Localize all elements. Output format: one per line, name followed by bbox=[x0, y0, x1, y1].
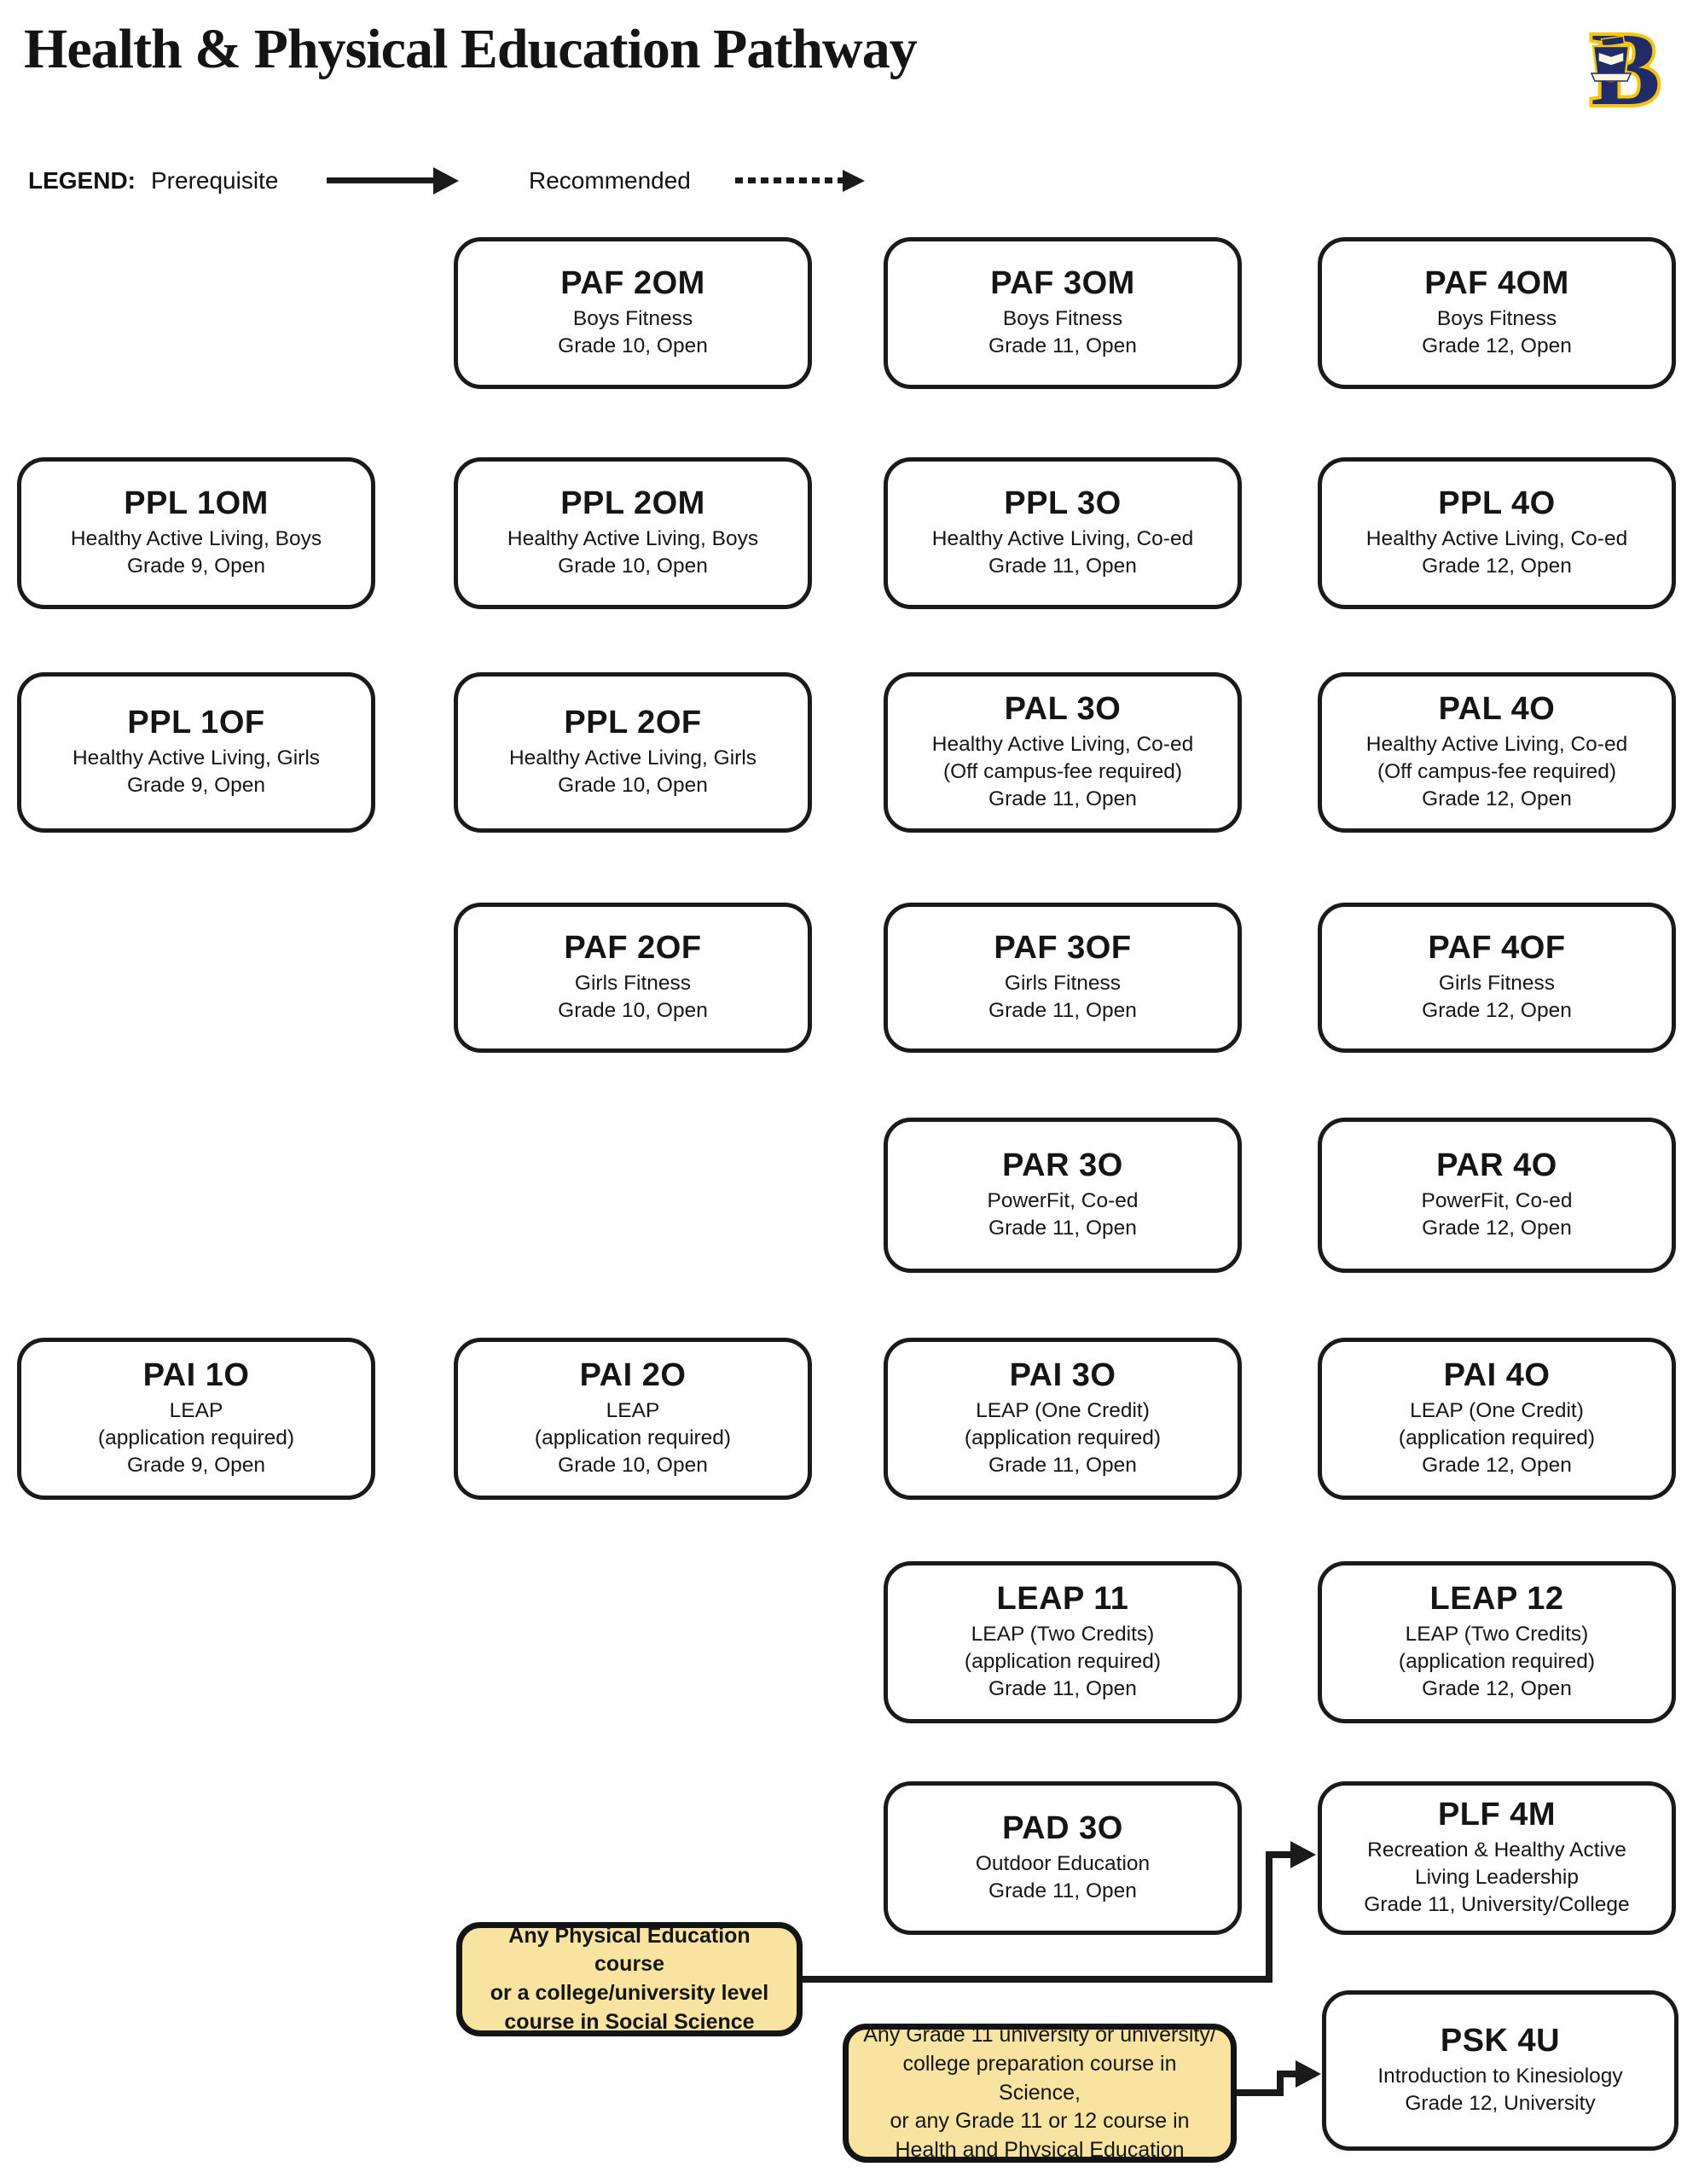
course-code: LEAP 12 bbox=[1429, 1581, 1564, 1618]
course-code: PAD 3O bbox=[1002, 1810, 1123, 1847]
course-box-paf-2of: PAF 2OF Girls Fitness Grade 10, Open bbox=[454, 903, 812, 1053]
course-desc: Girls Fitness Grade 12, Open bbox=[1422, 971, 1572, 1023]
course-box-pai-1o: PAI 1O LEAP (application required) Grade… bbox=[17, 1338, 375, 1500]
course-box-ppl-3o: PPL 3O Healthy Active Living, Co-ed Grad… bbox=[884, 457, 1242, 609]
legend-recommended-label: Recommended bbox=[529, 167, 691, 194]
page-title: Health & Physical Education Pathway bbox=[24, 18, 918, 80]
course-desc: Healthy Active Living, Boys Grade 10, Op… bbox=[507, 526, 759, 578]
course-desc: LEAP (Two Credits) (application required… bbox=[964, 1622, 1162, 1701]
course-code: PAF 3OF bbox=[994, 930, 1132, 967]
course-desc: Healthy Active Living, Co-ed (Off campus… bbox=[1365, 732, 1628, 811]
course-desc: Recreation & Healthy Active Living Leade… bbox=[1364, 1838, 1630, 1917]
course-box-ppl-2om: PPL 2OM Healthy Active Living, Boys Grad… bbox=[454, 457, 812, 609]
course-box-psk-4u: PSK 4U Introduction to Kinesiology Grade… bbox=[1322, 1990, 1678, 2151]
course-code: PPL 2OM bbox=[560, 485, 705, 522]
course-desc: LEAP (application required) Grade 10, Op… bbox=[534, 1398, 732, 1478]
course-box-ppl-1om: PPL 1OM Healthy Active Living, Boys Grad… bbox=[17, 457, 375, 609]
logo-crest bbox=[1590, 35, 1632, 83]
course-desc: Boys Fitness Grade 12, Open bbox=[1422, 306, 1572, 358]
course-desc: Healthy Active Living, Co-ed Grade 12, O… bbox=[1365, 526, 1628, 578]
course-code: PPL 2OF bbox=[564, 705, 702, 741]
course-code: PAF 2OM bbox=[560, 265, 705, 302]
course-code: PAF 4OM bbox=[1424, 265, 1569, 302]
course-box-pai-3o: PAI 3O LEAP (One Credit) (application re… bbox=[884, 1338, 1242, 1500]
course-desc: Healthy Active Living, Boys Grade 9, Ope… bbox=[70, 526, 322, 578]
course-code: PAI 4O bbox=[1443, 1357, 1551, 1394]
course-desc: LEAP (Two Credits) (application required… bbox=[1398, 1622, 1596, 1701]
school-logo-icon: B bbox=[1587, 12, 1663, 125]
course-box-leap-11: LEAP 11 LEAP (Two Credits) (application … bbox=[884, 1561, 1242, 1723]
school-logo: B bbox=[1576, 12, 1672, 125]
prerequisite-arrowhead-icon bbox=[433, 167, 459, 195]
course-code: PAF 2OF bbox=[564, 930, 702, 967]
course-code: PPL 4O bbox=[1438, 485, 1556, 522]
course-box-par-4o: PAR 4O PowerFit, Co-ed Grade 12, Open bbox=[1318, 1118, 1676, 1273]
plf-arrowhead-icon bbox=[1290, 1841, 1316, 1868]
course-box-plf-4m: PLF 4M Recreation & Healthy Active Livin… bbox=[1318, 1781, 1676, 1935]
psk-connector-bottom-line bbox=[1237, 2089, 1284, 2096]
course-box-pal-4o: PAL 4O Healthy Active Living, Co-ed (Off… bbox=[1318, 672, 1676, 833]
course-desc: LEAP (One Credit) (application required)… bbox=[964, 1398, 1162, 1478]
course-desc: LEAP (application required) Grade 9, Ope… bbox=[97, 1398, 295, 1478]
course-code: PAL 4O bbox=[1438, 691, 1556, 728]
course-code: PAL 3O bbox=[1004, 691, 1122, 728]
recommended-dotted-line bbox=[735, 177, 843, 183]
course-desc: PowerFit, Co-ed Grade 11, Open bbox=[987, 1188, 1139, 1240]
course-code: PAR 4O bbox=[1436, 1147, 1557, 1184]
course-box-leap-12: LEAP 12 LEAP (Two Credits) (application … bbox=[1318, 1561, 1676, 1723]
course-code: PAI 2O bbox=[579, 1357, 687, 1394]
course-code: PPL 1OF bbox=[127, 705, 265, 741]
course-box-par-3o: PAR 3O PowerFit, Co-ed Grade 11, Open bbox=[884, 1118, 1242, 1273]
psk-arrowhead-icon bbox=[1296, 2060, 1321, 2088]
course-box-pal-3o: PAL 3O Healthy Active Living, Co-ed (Off… bbox=[884, 672, 1242, 833]
course-desc: Girls Fitness Grade 11, Open bbox=[988, 971, 1137, 1023]
note-any-grade11-science-course: Any Grade 11 university or university/ c… bbox=[843, 2023, 1237, 2163]
course-desc: Boys Fitness Grade 11, Open bbox=[988, 306, 1137, 358]
course-box-paf-4of: PAF 4OF Girls Fitness Grade 12, Open bbox=[1318, 903, 1676, 1053]
course-box-pai-4o: PAI 4O LEAP (One Credit) (application re… bbox=[1318, 1338, 1676, 1500]
course-box-ppl-4o: PPL 4O Healthy Active Living, Co-ed Grad… bbox=[1318, 457, 1676, 609]
prerequisite-arrow-line bbox=[327, 177, 436, 183]
course-desc: Girls Fitness Grade 10, Open bbox=[558, 971, 708, 1023]
course-desc: Outdoor Education Grade 11, Open bbox=[975, 1851, 1151, 1903]
course-desc: PowerFit, Co-ed Grade 12, Open bbox=[1421, 1188, 1573, 1240]
legend-prerequisite-label: Prerequisite bbox=[151, 167, 279, 194]
course-desc: Healthy Active Living, Co-ed Grade 11, O… bbox=[931, 526, 1194, 578]
course-box-ppl-2of: PPL 2OF Healthy Active Living, Girls Gra… bbox=[454, 672, 812, 833]
note-any-phys-ed-course: Any Physical Education course or a colle… bbox=[456, 1922, 803, 2036]
course-box-paf-3of: PAF 3OF Girls Fitness Grade 11, Open bbox=[884, 903, 1242, 1053]
course-code: PAR 3O bbox=[1002, 1147, 1123, 1184]
course-box-ppl-1of: PPL 1OF Healthy Active Living, Girls Gra… bbox=[17, 672, 375, 833]
psk-connector-vertical-line bbox=[1277, 2071, 1284, 2096]
course-code: PAI 3O bbox=[1009, 1357, 1116, 1394]
course-box-paf-4om: PAF 4OM Boys Fitness Grade 12, Open bbox=[1318, 237, 1676, 389]
plf-connector-top-line bbox=[1266, 1851, 1293, 1858]
course-box-paf-3om: PAF 3OM Boys Fitness Grade 11, Open bbox=[884, 237, 1242, 389]
psk-connector-top-line bbox=[1277, 2071, 1298, 2077]
course-desc: Healthy Active Living, Girls Grade 10, O… bbox=[508, 746, 757, 798]
course-code: LEAP 11 bbox=[996, 1581, 1129, 1618]
legend-label: LEGEND: bbox=[28, 167, 136, 194]
course-code: PAF 4OF bbox=[1428, 930, 1566, 967]
course-code: PPL 1OM bbox=[124, 485, 269, 522]
course-desc: Boys Fitness Grade 10, Open bbox=[558, 306, 708, 358]
course-box-pai-2o: PAI 2O LEAP (application required) Grade… bbox=[454, 1338, 812, 1500]
recommended-arrowhead-icon bbox=[843, 170, 865, 192]
course-desc: Healthy Active Living, Co-ed (Off campus… bbox=[931, 732, 1194, 811]
course-desc: LEAP (One Credit) (application required)… bbox=[1398, 1398, 1596, 1478]
course-code: PPL 3O bbox=[1004, 485, 1122, 522]
course-desc: Introduction to Kinesiology Grade 12, Un… bbox=[1377, 2064, 1623, 2116]
course-code: PSK 4U bbox=[1440, 2023, 1561, 2059]
course-box-pad-3o: PAD 3O Outdoor Education Grade 11, Open bbox=[884, 1781, 1242, 1935]
course-code: PLF 4M bbox=[1437, 1797, 1557, 1833]
plf-connector-bottom-line bbox=[803, 1976, 1272, 1983]
course-box-paf-2om: PAF 2OM Boys Fitness Grade 10, Open bbox=[454, 237, 812, 389]
plf-connector-vertical-line bbox=[1266, 1851, 1272, 1983]
course-desc: Healthy Active Living, Girls Grade 9, Op… bbox=[72, 746, 321, 798]
course-code: PAI 1O bbox=[142, 1357, 250, 1394]
course-code: PAF 3OM bbox=[990, 265, 1135, 302]
